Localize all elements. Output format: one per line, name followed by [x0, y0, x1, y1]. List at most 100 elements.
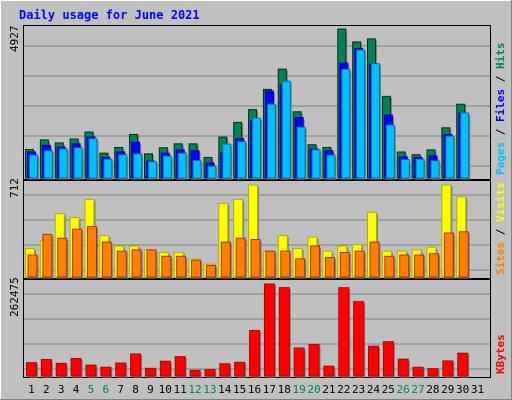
x-tick-label-day-3: 3: [58, 383, 65, 396]
bar-kbytes-day-28: [427, 368, 439, 377]
bar-sites-day-17: [265, 250, 276, 278]
bar-kbytes-day-13: [204, 369, 216, 377]
bar-sites-day-12: [191, 259, 202, 278]
bar-sites-day-5: [86, 226, 97, 278]
bar-pages-day-6: [103, 158, 113, 179]
x-tick-label-day-9: 9: [147, 383, 154, 396]
bar-sites-day-8: [131, 249, 142, 278]
bar-kbytes-day-7: [115, 362, 127, 377]
bar-kbytes-day-24: [368, 345, 380, 377]
bar-sites-day-23: [354, 250, 365, 278]
bar-pages-day-28: [430, 160, 440, 179]
bar-pages-day-16: [252, 117, 262, 179]
bar-pages-day-12: [192, 159, 202, 179]
bar-kbytes-day-20: [308, 343, 320, 377]
bar-sites-day-24: [369, 241, 380, 278]
x-tick-label-day-25: 25: [382, 383, 395, 396]
x-tick-label-day-12: 12: [188, 383, 201, 396]
x-tick-label-day-21: 21: [322, 383, 335, 396]
bar-kbytes-day-23: [353, 301, 365, 377]
bar-sites-day-22: [339, 251, 350, 278]
bar-kbytes-day-29: [442, 360, 454, 377]
bar-kbytes-day-30: [457, 352, 469, 377]
legend-text-2: Sites / Visits: [494, 182, 507, 275]
bar-kbytes-day-16: [249, 329, 261, 377]
bar-pages-day-3: [58, 148, 68, 179]
x-tick-label-day-2: 2: [43, 383, 50, 396]
bar-sites-day-30: [458, 231, 469, 278]
bar-kbytes-day-22: [338, 287, 350, 377]
bar-pages-day-17: [266, 103, 276, 179]
bar-pages-day-13: [207, 165, 217, 179]
bar-kbytes-day-18: [278, 287, 290, 377]
bar-kbytes-day-10: [159, 360, 171, 377]
legend-sep: /: [494, 69, 507, 89]
legend-sep: /: [494, 222, 507, 242]
x-tick-label-day-20: 20: [307, 383, 320, 396]
bar-sites-day-9: [146, 249, 157, 278]
bar-pages-day-24: [371, 63, 381, 179]
bar-kbytes-day-27: [412, 366, 424, 377]
x-axis-day-labels: 1 2 3 4 5 6 7 8 9 10 11 12 13 14 15 16 17 18 19 20 21 22 23 24 2…: [28, 383, 484, 396]
bar-pages-day-21: [326, 154, 336, 179]
bar-kbytes-day-12: [189, 369, 201, 377]
bar-pages-day-23: [356, 49, 366, 179]
x-tick-label-day-1: 1: [28, 383, 35, 396]
legend-kbytes: KBytes: [494, 334, 507, 374]
bar-sites-day-26: [399, 254, 410, 278]
x-tick-label-day-11: 11: [174, 383, 187, 396]
bar-kbytes-day-19: [293, 347, 305, 377]
bar-sites-day-10: [161, 255, 172, 278]
x-tick-label-day-4: 4: [73, 383, 80, 396]
bar-pages-day-25: [385, 124, 395, 179]
bar-kbytes-day-1: [26, 362, 37, 377]
bar-sites-day-18: [280, 250, 291, 278]
bar-pages-day-5: [88, 138, 98, 179]
bar-kbytes-day-26: [397, 358, 409, 377]
chart-title: Daily usage for June 2021: [19, 8, 200, 22]
bar-sites-day-21: [324, 257, 335, 278]
bar-sites-day-19: [295, 258, 306, 278]
ymax-label-hits-panel: 4927: [8, 26, 21, 53]
x-tick-label-day-16: 16: [248, 383, 261, 396]
bar-sites-day-7: [116, 250, 127, 278]
bar-kbytes-day-21: [323, 365, 335, 377]
x-tick-label-day-29: 29: [441, 383, 454, 396]
x-tick-label-day-10: 10: [159, 383, 172, 396]
bar-kbytes-day-3: [55, 362, 67, 377]
bar-sites-day-15: [235, 237, 246, 278]
x-tick-label-day-18: 18: [278, 383, 291, 396]
bar-sites-day-25: [384, 255, 395, 278]
bar-kbytes-day-5: [85, 364, 97, 377]
x-tick-label-day-8: 8: [132, 383, 139, 396]
x-tick-label-day-28: 28: [426, 383, 439, 396]
bar-kbytes-day-17: [263, 283, 275, 377]
legend-hits: Hits: [494, 43, 507, 70]
bar-sites-day-4: [72, 228, 83, 278]
bar-pages-day-8: [133, 153, 143, 179]
bar-kbytes-day-2: [40, 359, 52, 377]
bar-pages-day-18: [281, 80, 291, 179]
x-tick-label-day-6: 6: [102, 383, 109, 396]
bar-sites-day-27: [414, 254, 425, 278]
bar-pages-day-7: [118, 154, 128, 179]
bar-pages-day-10: [162, 155, 172, 179]
x-tick-label-day-27: 27: [411, 383, 424, 396]
x-tick-label-day-24: 24: [367, 383, 381, 396]
ymax-label-kbytes-panel: 262475: [8, 277, 21, 317]
bar-pages-day-14: [222, 143, 232, 179]
x-tick-label-day-19: 19: [292, 383, 305, 396]
x-tick-label-day-14: 14: [218, 383, 232, 396]
bar-sites-day-2: [42, 233, 53, 278]
bar-kbytes-day-15: [234, 361, 246, 377]
legend-hits-files-pages: Pages / Files / Hits: [494, 43, 507, 176]
bar-kbytes-day-25: [382, 341, 394, 377]
x-tick-label-day-5: 5: [88, 383, 95, 396]
bar-pages-day-19: [296, 126, 306, 179]
legend-pages: Pages: [494, 142, 507, 175]
legend-visits-sites: Sites / Visits: [494, 182, 507, 275]
bar-pages-day-15: [237, 141, 247, 179]
x-tick-label-day-23: 23: [352, 383, 365, 396]
x-tick-label-day-22: 22: [337, 383, 350, 396]
